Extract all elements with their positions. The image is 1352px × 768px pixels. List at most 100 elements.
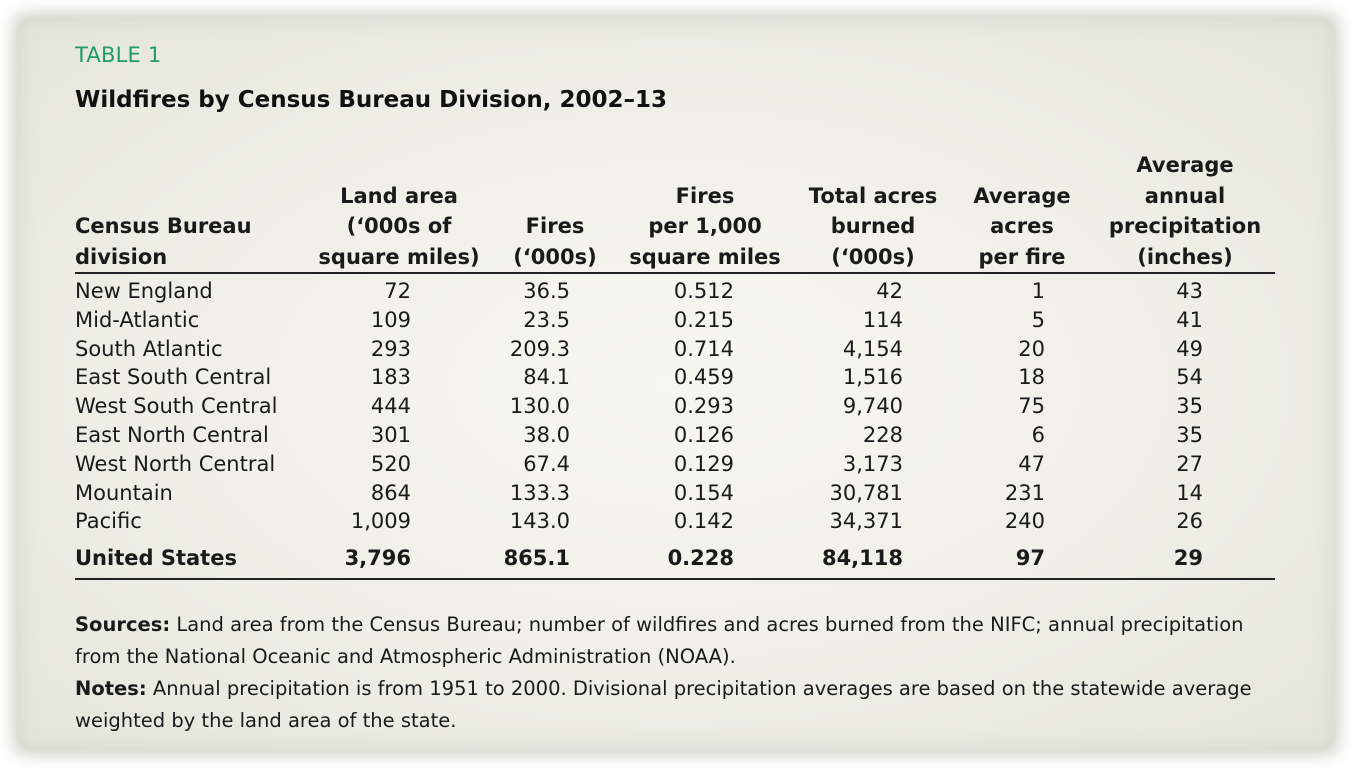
cell-fires-per-1000: 0.142 — [673, 509, 734, 534]
cell-fires: 67.4 — [523, 451, 570, 476]
cell-avg-acres: 75 — [1018, 394, 1045, 419]
total-fires-per-1000: 0.228 — [667, 546, 734, 571]
cell-fires-per-1000: 0.512 — [673, 279, 734, 303]
cell-fires-per-1000: 0.126 — [673, 422, 734, 447]
cell-avg-acres: 5 — [1031, 307, 1045, 332]
cell-land-area: 864 — [370, 480, 411, 505]
cell-fires: 143.0 — [509, 509, 570, 534]
total-row: United States 3,796 865.1 0.228 84,118 9… — [75, 542, 1275, 581]
wildfire-table: Census Bureau division Land area (‘000s … — [75, 150, 1275, 581]
col-header-total-acres: Total acres burned (‘000s) — [808, 183, 938, 269]
cell-fires: 36.5 — [523, 279, 570, 303]
cell-fires: 130.0 — [509, 394, 570, 419]
col-header-division: Census Bureau division — [75, 214, 252, 269]
cell-acres-burned: 30,781 — [829, 480, 903, 505]
cell-precipitation: 43 — [1176, 279, 1203, 303]
table-title: Wildfires by Census Bureau Division, 200… — [75, 87, 667, 113]
sources-text: Land area from the Census Bureau; number… — [75, 613, 1244, 668]
cell-acres-burned: 1,516 — [842, 365, 903, 390]
cell-land-area: 520 — [370, 451, 411, 476]
col-header-fires-per-1000: Fires per 1,000 square miles — [629, 183, 781, 269]
cell-division: Mountain — [75, 480, 173, 505]
cell-acres-burned: 9,740 — [842, 394, 903, 419]
cell-precipitation: 14 — [1176, 480, 1203, 505]
cell-fires-per-1000: 0.293 — [673, 394, 734, 419]
table-row: Mid-Atlantic 109 23.5 0.215 114 5 41 — [75, 306, 1275, 335]
cell-avg-acres: 1 — [1031, 279, 1045, 303]
table-header: Census Bureau division Land area (‘000s … — [75, 150, 1275, 274]
cell-division: South Atlantic — [75, 336, 223, 361]
cell-avg-acres: 20 — [1018, 336, 1045, 361]
cell-avg-acres: 6 — [1031, 422, 1045, 447]
cell-fires: 209.3 — [509, 336, 570, 361]
table-body: New England 72 36.5 0.512 42 1 43 Mid-Atlantic 1… — [75, 277, 1275, 536]
cell-fires-per-1000: 0.714 — [673, 336, 734, 361]
col-header-fires: Fires (‘000s) — [513, 214, 597, 269]
table-row: South Atlantic 293 209.3 0.714 4,154 20 49 — [75, 335, 1275, 364]
cell-fires-per-1000: 0.154 — [673, 480, 734, 505]
table-label: TABLE 1 — [75, 43, 162, 67]
notes-text: Annual precipitation is from 1951 to 200… — [75, 677, 1252, 732]
table-notes: Sources: Land area from the Census Burea… — [75, 609, 1275, 737]
cell-fires: 23.5 — [523, 307, 570, 332]
total-land-area: 3,796 — [344, 546, 411, 571]
col-header-land-area: Land area (‘000s of square miles) — [318, 183, 480, 269]
cell-land-area: 183 — [370, 365, 411, 390]
cell-precipitation: 27 — [1176, 451, 1203, 476]
cell-division: East South Central — [75, 365, 272, 390]
table-row: West South Central 444 130.0 0.293 9,740 75 35 — [75, 392, 1275, 421]
cell-avg-acres: 18 — [1018, 365, 1045, 390]
col-header-avg-acres: Average acres per fire — [973, 183, 1071, 269]
total-avg-acres: 97 — [1015, 546, 1045, 571]
col-header-precipitation: Average annual precipitation (inches) — [1108, 153, 1262, 269]
cell-division: West North Central — [75, 451, 276, 476]
cell-fires-per-1000: 0.459 — [673, 365, 734, 390]
table-row: Pacific 1,009 143.0 0.142 34,371 240 26 — [75, 507, 1275, 536]
table-row: New England 72 36.5 0.512 42 1 43 — [75, 277, 1275, 306]
cell-precipitation: 35 — [1176, 394, 1203, 419]
cell-division: Mid-Atlantic — [75, 307, 200, 332]
cell-land-area: 444 — [370, 394, 411, 419]
cell-precipitation: 35 — [1176, 422, 1203, 447]
cell-acres-burned: 3,173 — [842, 451, 903, 476]
cell-land-area: 109 — [370, 307, 411, 332]
table-row: Mountain 864 133.3 0.154 30,781 231 14 — [75, 479, 1275, 508]
cell-fires-per-1000: 0.215 — [673, 307, 734, 332]
cell-division: New England — [75, 279, 213, 303]
cell-precipitation: 26 — [1176, 509, 1203, 534]
cell-land-area: 293 — [370, 336, 411, 361]
cell-land-area: 72 — [384, 279, 411, 303]
cell-precipitation: 54 — [1176, 365, 1203, 390]
cell-division: Pacific — [75, 509, 142, 534]
cell-precipitation: 41 — [1176, 307, 1203, 332]
cell-acres-burned: 114 — [862, 307, 903, 332]
total-fires: 865.1 — [503, 546, 570, 571]
cell-precipitation: 49 — [1176, 336, 1203, 361]
notes-note: Notes: Annual precipitation is from 1951… — [75, 673, 1275, 737]
cell-division: East North Central — [75, 422, 269, 447]
table-row: West North Central 520 67.4 0.129 3,173 47 27 — [75, 450, 1275, 479]
total-acres-burned: 84,118 — [821, 546, 903, 571]
sources-note: Sources: Land area from the Census Burea… — [75, 609, 1275, 673]
cell-fires: 38.0 — [523, 422, 570, 447]
cell-acres-burned: 228 — [862, 422, 903, 447]
cell-acres-burned: 34,371 — [829, 509, 903, 534]
notes-label: Notes: — [75, 677, 147, 700]
cell-avg-acres: 240 — [1004, 509, 1045, 534]
total-division: United States — [75, 546, 237, 571]
document-page — [18, 18, 1334, 750]
cell-land-area: 301 — [370, 422, 411, 447]
cell-avg-acres: 231 — [1004, 480, 1045, 505]
cell-avg-acres: 47 — [1018, 451, 1045, 476]
cell-acres-burned: 4,154 — [842, 336, 903, 361]
cell-acres-burned: 42 — [876, 279, 903, 303]
table-row: East North Central 301 38.0 0.126 228 6 35 — [75, 421, 1275, 450]
total-precipitation: 29 — [1173, 546, 1203, 571]
cell-division: West South Central — [75, 394, 278, 419]
cell-land-area: 1,009 — [350, 509, 411, 534]
cell-fires: 133.3 — [509, 480, 570, 505]
cell-fires: 84.1 — [523, 365, 570, 390]
cell-fires-per-1000: 0.129 — [673, 451, 734, 476]
table-row: East South Central 183 84.1 0.459 1,516 18 54 — [75, 363, 1275, 392]
sources-label: Sources: — [75, 613, 171, 636]
